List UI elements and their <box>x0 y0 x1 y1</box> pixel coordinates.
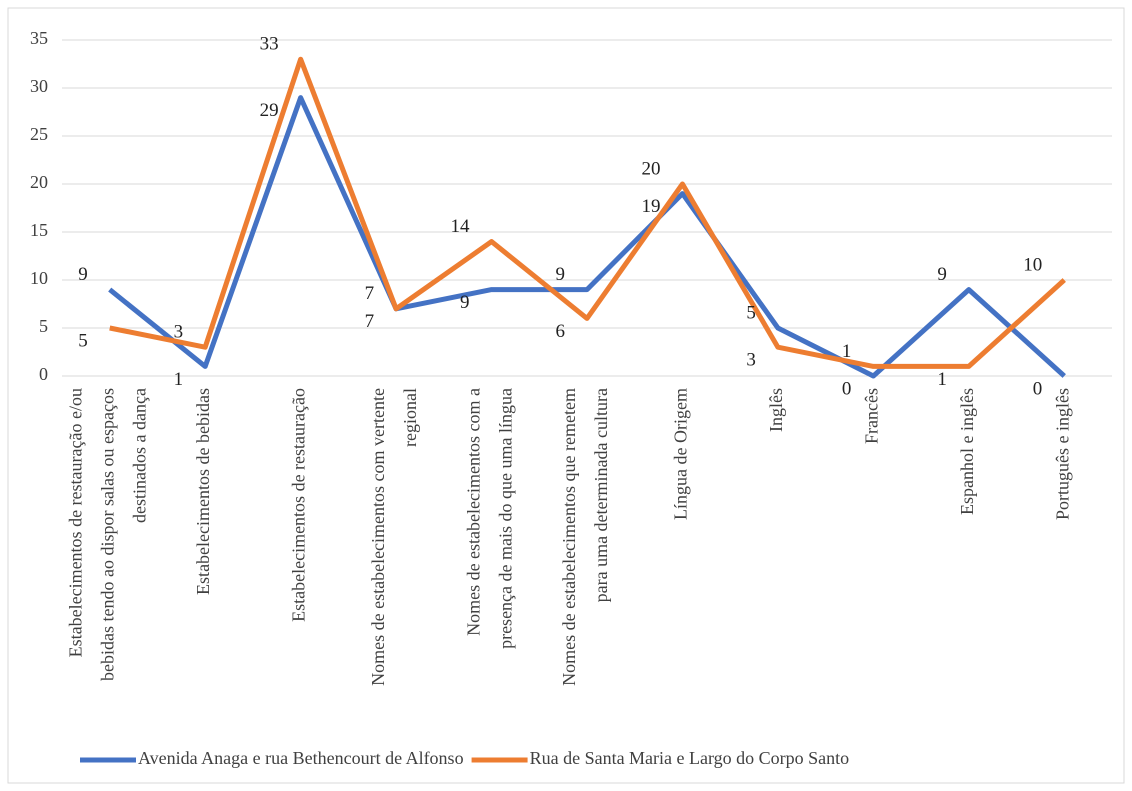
data-label: 33 <box>260 34 279 55</box>
data-label: 9 <box>460 292 470 313</box>
data-label: 7 <box>365 311 375 332</box>
data-label: 6 <box>556 321 566 342</box>
data-label: 5 <box>78 330 88 351</box>
x-tick-label: Estabelecimentos de restauração <box>289 388 309 622</box>
data-label: 7 <box>365 283 375 304</box>
data-label: 1 <box>842 341 852 362</box>
x-tick-label: Inglês <box>766 388 786 432</box>
x-tick-label-text: Estabelecimentos de restauração <box>289 388 309 622</box>
x-tick-label-text: Estabelecimentos de restauração e/ou bebi… <box>66 388 150 681</box>
data-label: 0 <box>842 378 852 399</box>
line-series <box>109 56 1066 369</box>
line-series <box>108 95 1066 379</box>
y-tick-label: 30 <box>30 76 48 96</box>
x-tick-label-text: Nomes de estabelecimentos com a presença … <box>464 388 516 649</box>
x-tick-label: Nomes de estabelecimentos com vertente re… <box>368 388 420 686</box>
legend-label: Avenida Anaga e rua Bethencourt de Alfon… <box>138 748 464 768</box>
x-tick-label-text: Nomes de estabelecimentos com vertente re… <box>368 388 420 686</box>
y-tick-label: 15 <box>30 220 48 240</box>
x-tick-label: Nomes de estabelecimentos com a presença … <box>464 388 516 649</box>
data-label: 29 <box>260 100 279 121</box>
data-label: 19 <box>641 196 660 217</box>
x-tick-label: Português e inglês <box>1052 388 1072 520</box>
data-label: 10 <box>1023 254 1042 275</box>
data-label: 1 <box>937 369 947 390</box>
data-label: 9 <box>556 264 566 285</box>
x-tick-label-text: Francês <box>861 388 881 444</box>
x-tick-label: Francês <box>861 388 881 444</box>
x-tick-label-text: Estabelecimentos de bebidas <box>193 388 213 595</box>
data-label: 20 <box>641 158 660 179</box>
legend-label: Rua de Santa Maria e Largo do Corpo Sant… <box>530 748 850 768</box>
x-tick-label: Língua de Origem <box>671 388 691 520</box>
data-label: 1 <box>174 369 184 390</box>
x-tick-label: Espanhol e inglês <box>957 388 977 515</box>
x-tick-label: Nomes de estabelecimentos que remetem par… <box>559 388 611 686</box>
x-tick-label-text: Inglês <box>766 388 786 432</box>
y-tick-label: 20 <box>30 172 48 192</box>
data-label: 14 <box>451 216 471 237</box>
chart-border <box>7 7 1125 784</box>
x-tick-label-text: Língua de Origem <box>671 388 691 520</box>
x-tick-label-text: Português e inglês <box>1052 388 1072 520</box>
data-label: 5 <box>746 302 756 323</box>
y-tick-label: 10 <box>30 268 48 288</box>
data-label: 3 <box>746 350 756 371</box>
data-label: 9 <box>937 264 947 285</box>
y-tick-label: 35 <box>30 28 48 48</box>
y-tick-label: 25 <box>30 124 48 144</box>
y-tick-label: 5 <box>39 316 48 336</box>
x-tick-label-text: Espanhol e inglês <box>957 388 977 515</box>
data-label: 3 <box>174 322 184 343</box>
y-tick-label: 0 <box>39 364 48 384</box>
x-tick-label: Estabelecimentos de bebidas <box>193 388 213 595</box>
data-label: 9 <box>78 264 88 285</box>
x-tick-label-text: Nomes de estabelecimentos que remetem par… <box>559 388 611 686</box>
x-tick-label: Estabelecimentos de restauração e/ou bebi… <box>66 388 150 681</box>
data-label: 0 <box>1033 378 1043 399</box>
